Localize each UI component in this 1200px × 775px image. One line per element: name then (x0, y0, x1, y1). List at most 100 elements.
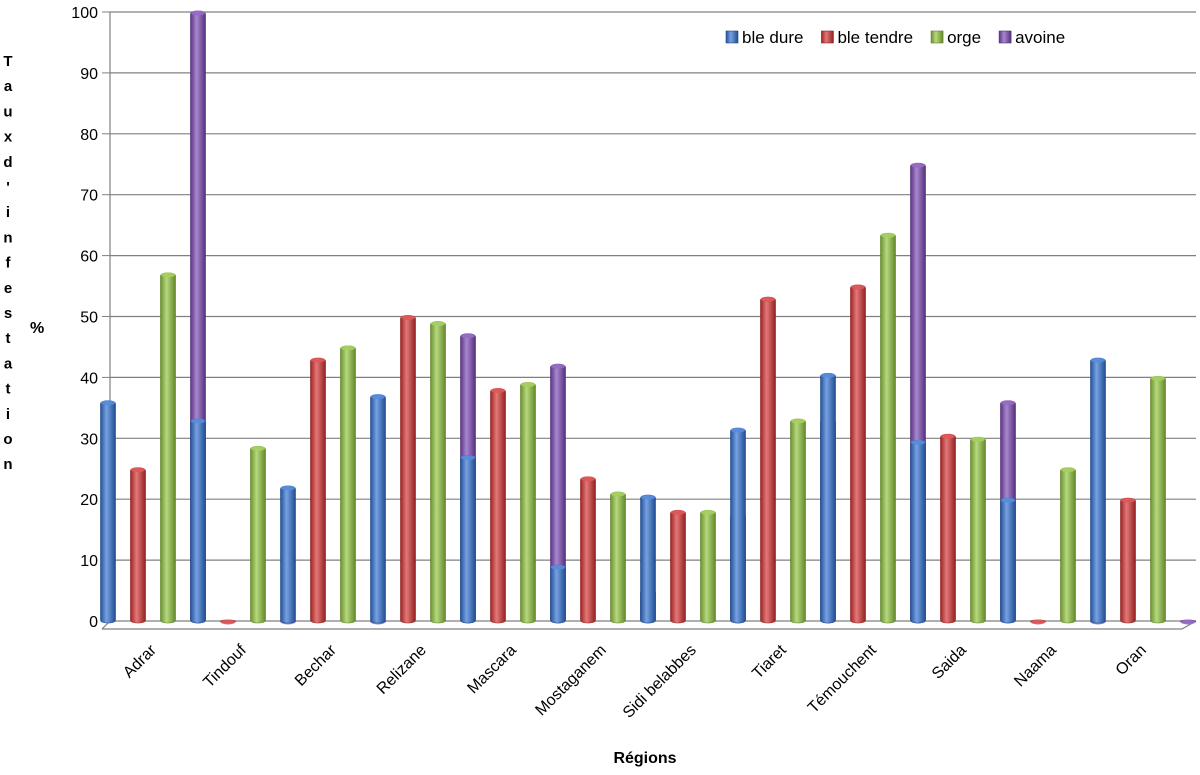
bar-cap (251, 445, 265, 451)
bar-cap (791, 418, 805, 424)
bar-orge (340, 345, 356, 624)
y-axis-title-char: f (6, 255, 12, 272)
y-axis-title-char: x (4, 129, 13, 146)
y-tick-label: 70 (80, 188, 98, 205)
bar-cap (581, 476, 595, 482)
bar-ble-tendre (310, 357, 326, 624)
bar-ble-dure (640, 494, 656, 624)
bar-cap (1031, 619, 1045, 625)
bar-cap (701, 509, 715, 515)
bar-ble-tendre (490, 388, 506, 624)
legend-swatch (725, 30, 739, 44)
bar-cap (341, 345, 355, 351)
x-tick-label: Témouchent (805, 641, 880, 716)
bar-cap (761, 296, 775, 302)
bar-ble-dure (1090, 357, 1106, 624)
bar-ble-dure (730, 427, 746, 624)
bar-cap (521, 381, 535, 387)
bar-cap (281, 485, 295, 491)
bar-ble-tendre (670, 510, 686, 624)
x-tick-label: Naama (1011, 642, 1060, 691)
y-axis-title-char: a (4, 78, 13, 95)
x-tick-label: Bechar (292, 641, 340, 689)
bar-cap (641, 494, 655, 500)
bar-cap (1091, 357, 1105, 363)
bar-ble-tendre (130, 467, 146, 624)
x-tick-label: Relizane (374, 642, 430, 698)
legend-swatch (821, 30, 834, 44)
bar-ble-dure (460, 455, 476, 624)
x-tick-label: Adrar (120, 641, 160, 681)
bar-orge (250, 446, 266, 624)
y-axis-title-char: t (6, 381, 11, 398)
y-tick-label: 0 (89, 614, 98, 631)
legend-label: orge (947, 28, 981, 47)
y-tick-label: 80 (80, 127, 98, 144)
bar-cap (311, 357, 325, 363)
bar-cap (161, 272, 175, 278)
bar-orge (790, 418, 806, 624)
bar-ble-dure (100, 400, 116, 624)
bar-cap (1121, 497, 1135, 503)
y-axis-title-char: t (6, 330, 11, 347)
bar-cap (221, 619, 235, 625)
y-axis-title-char: i (6, 406, 10, 423)
bar-ble-tendre (760, 296, 776, 624)
y-tick-label: 90 (80, 66, 98, 83)
bar-orge (610, 491, 626, 624)
bar-cap (101, 400, 115, 406)
bar-ble-tendre (580, 476, 596, 624)
bar-ble-tendre (850, 284, 866, 624)
bar-cap (461, 455, 475, 461)
bar-ble-dure (1000, 497, 1016, 624)
bar-cap (371, 394, 385, 400)
y-tick-label: 60 (80, 249, 98, 266)
y-tick-label: 10 (80, 553, 98, 570)
bar-cap (911, 162, 925, 168)
y-axis-title-char: ' (6, 179, 10, 196)
bar-cap (881, 232, 895, 238)
x-tick-label: Mascara (464, 642, 519, 697)
y-tick-label: 100 (71, 5, 98, 22)
y-axis-title-char: o (3, 431, 12, 448)
bar-cap (401, 315, 415, 320)
bar-orge (880, 232, 896, 624)
bar-ble-dure (190, 418, 206, 624)
y-axis-title-char: u (3, 103, 12, 120)
bar-cap (671, 509, 685, 515)
legend: ble dure ble tendre orge avoine (725, 28, 1065, 47)
bar-cap (551, 564, 565, 570)
bar-cap (941, 433, 955, 439)
legend-label: ble dure (742, 28, 803, 47)
bar-orge (700, 510, 716, 624)
x-tick-label: Mostaganem (532, 642, 609, 719)
bar-ble-dure (550, 564, 566, 624)
x-tick-label: Tiaret (749, 641, 790, 682)
legend-label: ble tendre (837, 28, 913, 47)
bar-orge (970, 436, 986, 624)
bar-ble-dure (370, 394, 386, 624)
bar-cap (821, 372, 835, 378)
bar-cap (851, 284, 865, 290)
y-axis-title-char: n (3, 456, 12, 473)
y-axis-title-char: e (4, 280, 12, 297)
x-tick-label: Saida (929, 642, 970, 683)
y-tick-label: 50 (80, 310, 98, 327)
x-tick-labels: Adrar Tindouf Bechar Relizane Mascara Mostaga… (120, 641, 1150, 721)
bar-cap (551, 363, 565, 369)
bar-cap (1151, 375, 1165, 381)
bar-cap (191, 418, 205, 424)
bar-cap (731, 427, 745, 433)
bar-orge (160, 272, 176, 624)
legend-swatch (998, 30, 1012, 44)
bar-cap (461, 333, 475, 339)
y-axis-title-char: T (3, 53, 12, 70)
legend-swatch (930, 30, 944, 44)
y-tick-label: 20 (80, 492, 98, 509)
bar-cap (1061, 467, 1075, 473)
y-axis-title-char: d (3, 154, 12, 171)
y-axis-unit: % (30, 320, 45, 337)
y-tick-labels: 0 10 20 30 40 50 60 70 80 90 100 (71, 5, 98, 631)
